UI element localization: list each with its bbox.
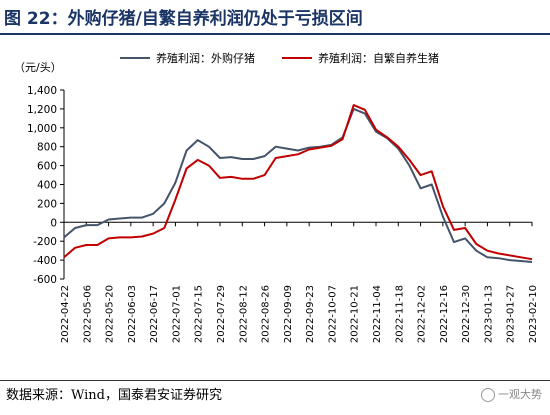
wechat-icon [481,388,495,402]
y-tick-label: -200 [33,236,57,248]
legend-label-1: 养殖利润：外购仔猪 [156,51,255,65]
chart-title: 图 22：外购仔猪/自繁自养利润仍处于亏损区间 [4,9,363,29]
y-tick-label: 600 [37,161,57,173]
x-tick-label: 2022-07-01 [171,285,182,343]
y-tick-label: -600 [33,274,57,286]
y-tick-label: 1,400 [27,85,57,97]
title-bar: 图 22：外购仔猪/自繁自养利润仍处于亏损区间 [0,0,550,32]
x-tick-label: 2022-11-18 [394,285,405,343]
line-chart: （元/头） -600 -400 -200 0 200 400 600 800 1,000 1,200… [14,51,539,343]
x-tick-label: 2023-01-13 [483,285,494,343]
x-tick-label: 2022-07-29 [216,285,227,343]
y-tick-label: 200 [37,198,57,210]
x-tick-label: 2022-12-16 [439,285,450,343]
x-tick-label: 2022-06-17 [149,285,160,343]
title-divider [0,33,550,35]
x-tick-label: 2022-04-22 [60,285,71,343]
y-tick-label: 0 [50,217,57,229]
x-tick-label: 2023-01-27 [506,285,517,343]
x-tick-label: 2022-09-23 [305,285,316,343]
y-tick-label: -400 [33,255,57,267]
watermark: 一观大势 [481,386,542,402]
series-line-1 [63,107,533,263]
series-line-2 [63,104,533,261]
x-tick-label: 2022-12-30 [461,285,472,343]
x-tick-label: 2022-10-07 [327,285,338,343]
x-tick-label: 2022-09-09 [283,285,294,343]
y-tick-label: 1,000 [27,123,57,135]
y-tick-label: 1,200 [27,104,57,116]
watermark-label: 一观大势 [498,388,542,401]
source-divider [0,380,550,381]
x-tick-label: 2022-06-03 [127,285,138,343]
y-tick-label: 400 [37,180,57,192]
source-note: 数据来源：Wind，国泰君安证券研究 [6,388,222,403]
legend-label-2: 养殖利润：自繁自养生猪 [318,51,439,65]
x-tick-label: 2022-08-12 [238,285,249,343]
x-tick-label: 2022-07-15 [194,285,205,343]
y-unit-label: （元/头） [14,61,62,74]
x-tick-label: 2022-10-21 [350,285,361,343]
x-tick-label: 2022-12-02 [417,285,428,343]
x-tick-label: 2023-02-10 [528,285,539,343]
x-tick-label: 2022-05-20 [105,285,116,343]
x-tick-label: 2022-11-04 [372,285,383,343]
x-tick-label: 2022-05-06 [82,285,93,343]
y-tick-label: 800 [37,142,57,154]
x-tick-label: 2022-08-26 [261,285,272,343]
